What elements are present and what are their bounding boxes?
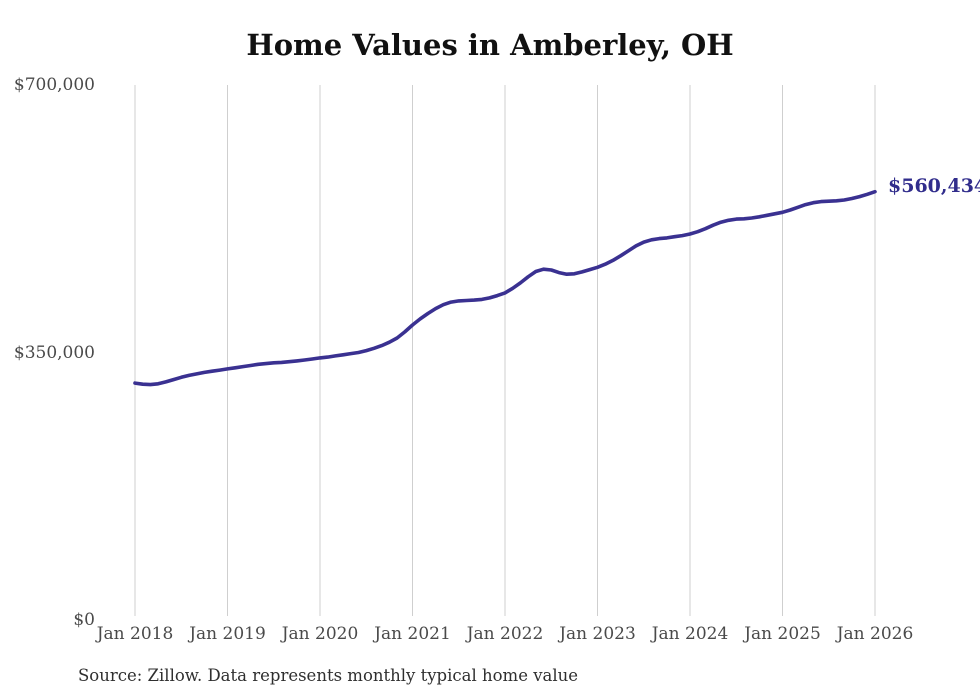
x-axis-tick-label: Jan 2025 — [744, 624, 821, 644]
x-axis-tick-label: Jan 2021 — [374, 624, 451, 644]
x-axis-tick-label: Jan 2019 — [189, 624, 266, 644]
x-axis-tick-label: Jan 2018 — [96, 624, 174, 644]
x-axis-tick-label: Jan 2026 — [836, 624, 914, 644]
x-axis-tick-label: Jan 2023 — [559, 624, 636, 644]
y-axis-tick-label: $0 — [73, 610, 95, 630]
x-axis-tick-label: Jan 2024 — [651, 624, 729, 644]
latest-value-label: $560,434 — [888, 175, 980, 197]
y-axis-tick-label: $350,000 — [13, 342, 95, 363]
home-value-series-line — [133, 189, 877, 387]
chart-title: Home Values in Amberley, OH — [246, 28, 734, 62]
x-axis-tick-label: Jan 2022 — [466, 624, 544, 644]
x-axis-tick-label: Jan 2020 — [281, 624, 359, 644]
y-axis-tick-label: $700,000 — [13, 75, 95, 95]
source-note: Source: Zillow. Data represents monthly … — [78, 666, 579, 685]
